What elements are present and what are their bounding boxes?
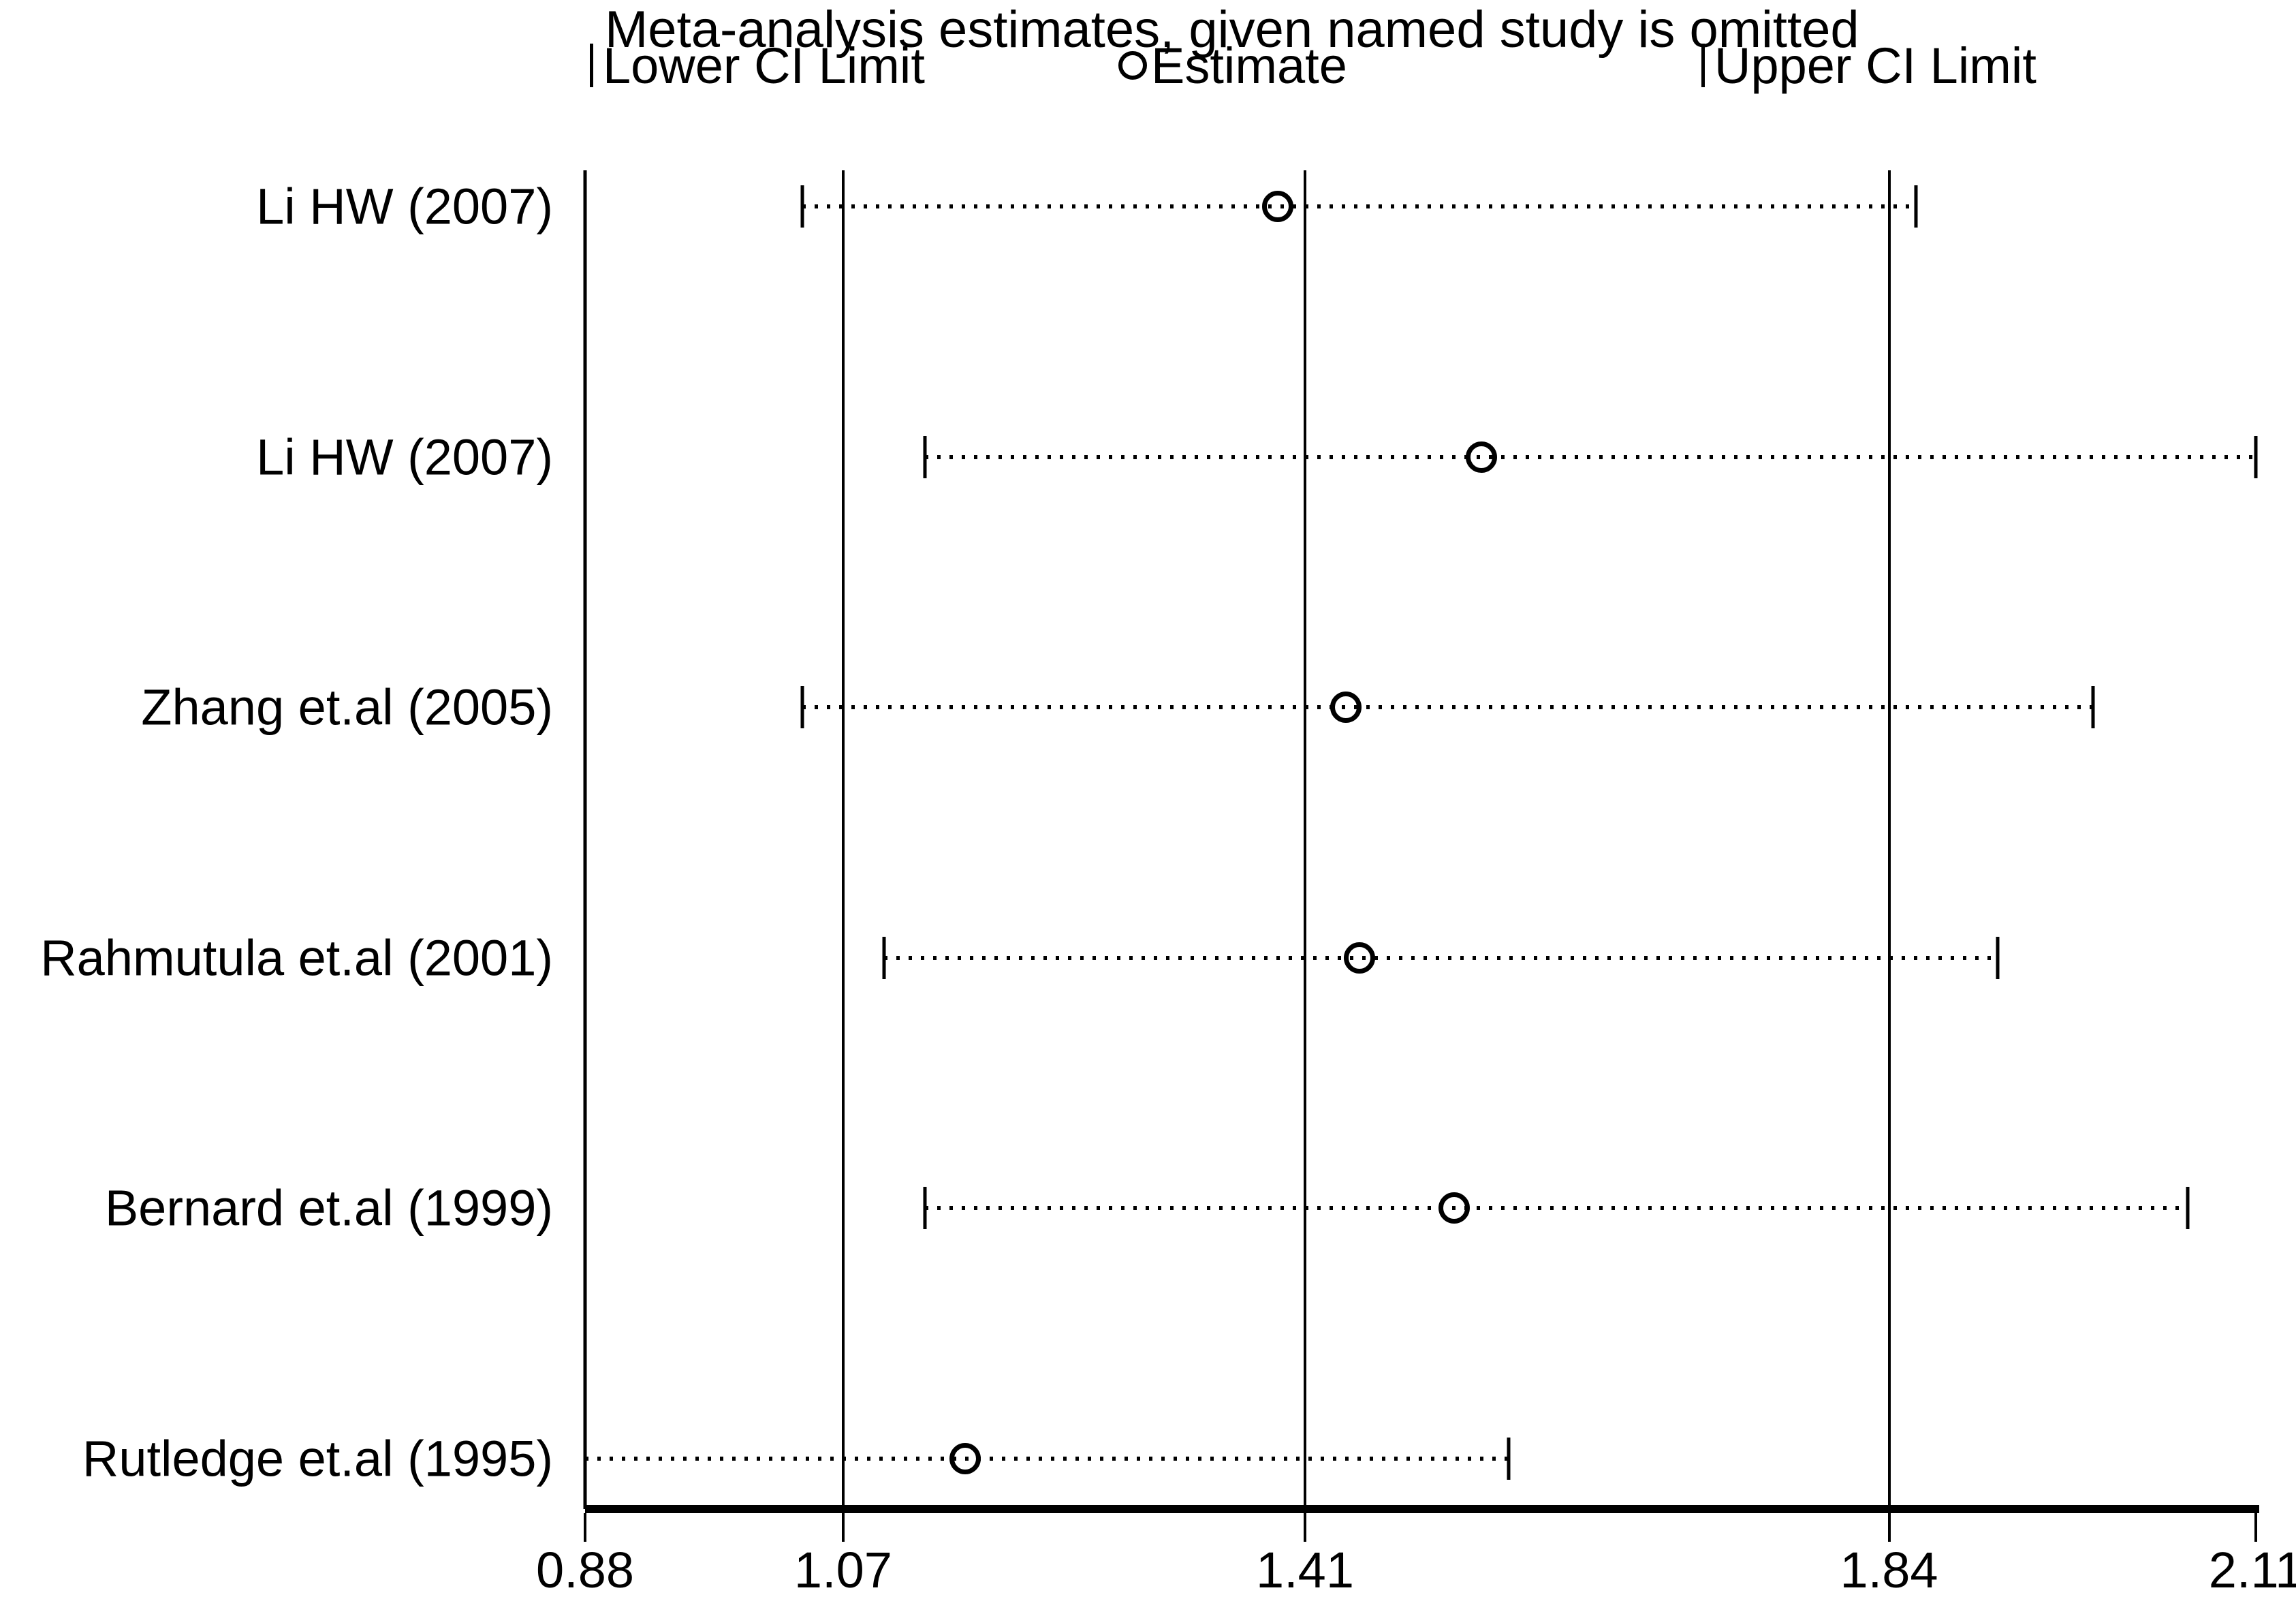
upper-ci-tick [2186,1187,2190,1230]
x-tick-label: 1.07 [793,1542,892,1598]
legend-item-lower-ci: Lower CI Limit [590,37,925,94]
upper-ci-tick-icon [1701,44,1705,87]
upper-ci-tick [2254,435,2258,478]
x-axis-tick [584,1513,586,1542]
study-label: Rutledge et.al (1995) [82,1430,553,1487]
x-axis-tick [841,1513,845,1542]
lower-ci-tick [583,1438,587,1480]
study-label: Li HW (2007) [256,178,553,235]
estimate-circle-icon [1118,51,1147,80]
x-axis-tick [2254,1513,2257,1542]
lower-ci-tick-icon [590,44,593,87]
x-tick-label: 0.88 [535,1542,635,1598]
upper-ci-tick [2091,686,2095,729]
x-axis-tick [1303,1513,1306,1542]
study-label: Li HW (2007) [256,429,553,486]
study-labels-column: Li HW (2007) Li HW (2007) Zhang et.al (200… [0,170,553,1509]
legend-label-estimate: Estimate [1151,37,1347,94]
lower-ci-tick [800,686,804,729]
legend-item-estimate: Estimate [1118,37,1347,94]
overall-reference-line [1887,170,1891,1509]
upper-ci-tick [1996,936,2000,979]
legend-item-upper-ci: Upper CI Limit [1701,37,2036,94]
y-axis-line [583,170,587,1509]
study-label: Rahmutula et.al (2001) [40,929,553,987]
study-label: Zhang et.al (2005) [141,679,553,736]
lower-ci-tick [800,185,804,228]
lower-ci-tick [923,435,927,478]
lower-ci-tick [923,1187,927,1230]
upper-ci-tick [1507,1438,1511,1480]
ci-dotted-line [802,705,2093,710]
ci-dotted-line [802,204,1917,208]
estimate-marker [1343,942,1375,974]
study-label: Bernard et.al (1999) [104,1179,553,1237]
ci-dotted-line [585,1457,1509,1461]
legend-label-lower-ci: Lower CI Limit [603,37,925,94]
x-tick-label: 2.11 [2208,1542,2296,1598]
ci-dotted-line [924,454,2256,459]
estimate-marker [1466,441,1498,473]
chart-title: Meta-analysis estimates, given named stu… [605,1,1859,59]
legend-label-upper-ci: Upper CI Limit [1714,37,2036,94]
overall-reference-line [841,170,845,1509]
x-axis-tick [1887,1513,1891,1542]
upper-ci-tick [1914,185,1918,228]
estimate-marker [1438,1192,1471,1224]
plot-area [583,170,2258,1509]
ci-dotted-line [924,1206,2188,1211]
lower-ci-tick [882,936,886,979]
estimate-marker [949,1443,981,1474]
overall-reference-line [1303,170,1306,1509]
x-tick-label: 1.84 [1840,1542,1938,1598]
x-tick-label: 1.41 [1255,1542,1354,1598]
x-axis-line [585,1505,2259,1513]
estimate-marker [1262,191,1294,222]
estimate-marker [1330,692,1362,724]
ci-dotted-line [883,955,1998,960]
